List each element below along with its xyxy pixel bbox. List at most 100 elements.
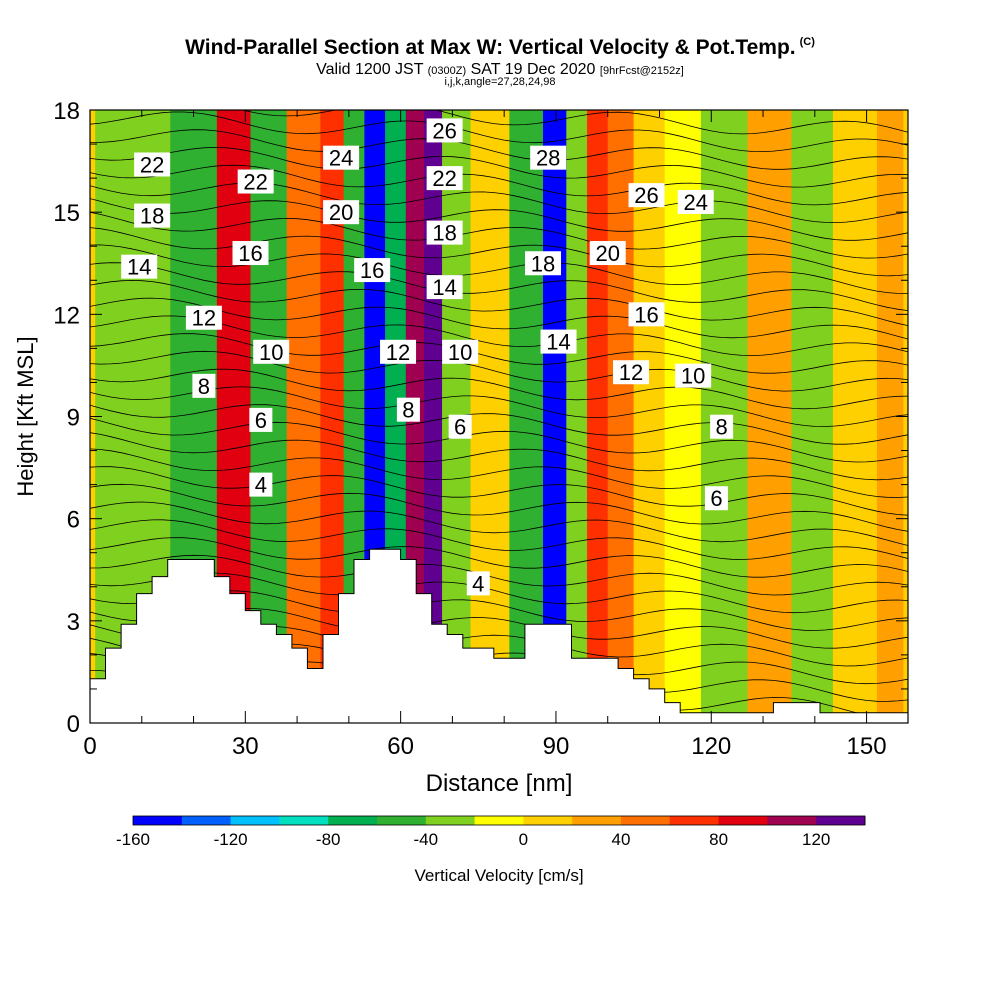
theta-contour-line — [90, 198, 908, 241]
colorbar: -160 -120 -80 -40 0 40 80 120 Vertical Velocity … — [116, 815, 866, 885]
contour-label: 10 — [448, 340, 472, 365]
theta-contour-line — [90, 146, 908, 188]
theta-contour-line — [90, 501, 908, 546]
contour-label: 8 — [715, 415, 727, 440]
contour-label-box — [396, 397, 420, 422]
velocity-band — [423, 110, 443, 723]
colorbar-tick-label: 0 — [519, 830, 528, 849]
colorbar-swatch — [474, 816, 524, 825]
contour-label-box — [323, 145, 360, 170]
theta-contour-line — [90, 483, 908, 532]
colorbar-swatch — [621, 816, 671, 825]
contour-label-box — [613, 360, 650, 385]
contour-label-box — [704, 486, 728, 511]
velocity-band — [832, 110, 878, 723]
contour-label-box — [249, 407, 273, 432]
contour-label-box — [121, 254, 158, 279]
contour-label: 28 — [536, 146, 560, 171]
contour-label: 18 — [531, 251, 555, 276]
forecast-info: [9hrFcst@2152z] — [599, 65, 684, 77]
y-axis-label: Height [Kft MSL] — [13, 336, 38, 496]
theta-contour-line — [90, 164, 908, 206]
contour-label-box — [354, 258, 391, 283]
chart-title-text: Wind-Parallel Section at Max W: Vertical… — [185, 36, 796, 59]
theta-contour-line — [90, 333, 908, 374]
theta-contour-labels: 22 18 14 12 8 22 16 10 6 4 24 20 16 12 8 26 22 18 14 10 6 4 28… — [121, 118, 734, 596]
velocity-band — [470, 110, 510, 723]
theta-contour-line — [90, 211, 908, 259]
contour-label: 8 — [198, 374, 210, 399]
contour-label-box — [253, 339, 290, 364]
valid-time-utc: (0300Z) — [427, 65, 467, 77]
y-tick-label: 3 — [67, 609, 80, 636]
contour-label: 10 — [681, 364, 705, 389]
contour-label: 24 — [329, 146, 353, 171]
x-tick-label: 60 — [387, 733, 414, 760]
theta-contour-line — [90, 315, 908, 357]
chart-title: Wind-Parallel Section at Max W: Vertical… — [0, 36, 1000, 60]
theta-contour-line — [90, 279, 908, 326]
contour-label: 22 — [432, 166, 456, 191]
theta-contour-line — [90, 262, 908, 311]
colorbar-swatch — [279, 816, 329, 825]
x-tick-label: 30 — [232, 733, 259, 760]
theta-contour-line — [90, 227, 908, 277]
contour-label: 12 — [386, 340, 410, 365]
theta-contour-line — [90, 572, 908, 614]
theta-contour-line — [90, 129, 908, 170]
theta-contour-line — [90, 244, 908, 294]
contour-label-box — [540, 329, 577, 354]
contour-label-box — [466, 571, 490, 596]
contour-label-box — [442, 339, 479, 364]
contour-label: 26 — [634, 183, 658, 208]
contour-label: 14 — [127, 255, 151, 280]
theta-contour-line — [90, 519, 908, 560]
terrain — [90, 548, 908, 723]
x-tick-label: 150 — [847, 733, 887, 760]
contour-label: 6 — [710, 486, 722, 511]
velocity-band — [320, 110, 345, 723]
contour-label-box — [232, 241, 269, 266]
colorbar-swatch — [181, 816, 232, 825]
axes — [89, 109, 908, 724]
contour-label-box — [677, 189, 714, 214]
contour-label-box — [185, 305, 222, 330]
contour-label-box — [380, 339, 417, 364]
y-tick-label: 18 — [53, 98, 80, 125]
theta-contour-line — [90, 111, 908, 153]
contour-label: 4 — [472, 571, 484, 596]
contour-label-box — [134, 203, 171, 228]
contour-label-box — [134, 152, 171, 177]
theta-contour-line — [90, 432, 908, 481]
colorbar-swatch — [767, 816, 817, 825]
theta-contour-line — [90, 386, 908, 427]
velocity-band — [286, 110, 321, 723]
contour-label-box — [530, 145, 567, 170]
contour-label-box — [237, 169, 274, 194]
contour-label: 10 — [259, 340, 283, 365]
contour-label: 22 — [243, 170, 267, 195]
colorbar-swatch — [572, 816, 622, 825]
colorbar-swatch — [425, 816, 476, 825]
contour-label: 14 — [546, 330, 570, 355]
theta-contour-line — [90, 368, 908, 410]
contour-label-box — [628, 183, 665, 208]
contour-label: 16 — [634, 302, 658, 327]
colorbar-swatch — [230, 816, 280, 825]
theta-contour-line — [90, 554, 908, 596]
grid-indices: i,j,k,angle=27,28,24,98 — [444, 76, 556, 88]
contour-label: 12 — [192, 306, 216, 331]
contour-label-box — [589, 241, 626, 266]
contour-label-box — [426, 118, 463, 143]
theta-contour-line — [90, 350, 908, 392]
theta-contour-line — [90, 404, 908, 445]
contour-label-box — [249, 472, 273, 497]
colorbar-swatch — [328, 816, 378, 825]
colorbar-tick-label: -160 — [116, 830, 150, 849]
contour-label: 16 — [360, 258, 384, 283]
theta-contour-line — [90, 417, 908, 463]
contour-label-box — [426, 220, 463, 245]
theta-contour-line — [90, 448, 908, 498]
contour-label: 6 — [454, 415, 466, 440]
contour-label: 12 — [619, 360, 643, 385]
